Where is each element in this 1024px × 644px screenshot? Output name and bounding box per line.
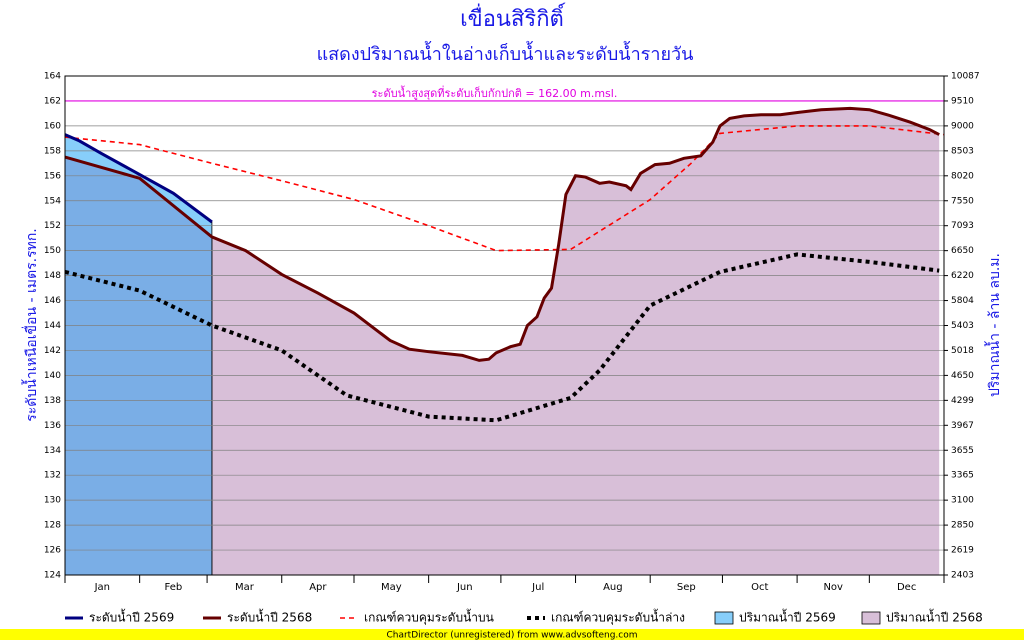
x-tick-label: Jun (456, 582, 473, 593)
y-tick-label: 148 (44, 271, 61, 281)
y2-tick-label: 5403 (951, 321, 974, 331)
y2-tick-label: 2403 (951, 571, 974, 581)
annotation: ระดับน้ำสูงสุดที่ระดับเก็บกักปกติ = 162.… (372, 85, 618, 100)
y2-tick-label: 10087 (951, 72, 980, 82)
y-tick-label: 144 (44, 321, 61, 331)
y-tick-label: 146 (44, 296, 61, 306)
y-tick-label: 140 (44, 371, 61, 381)
chart-title: เขื่อนสิริกิติ์ (460, 3, 566, 32)
y2-tick-label: 6220 (951, 271, 974, 281)
y-tick-label: 134 (44, 446, 61, 456)
legend-swatch (714, 611, 734, 625)
x-tick-label: Feb (165, 582, 183, 593)
y2-tick-label: 8503 (951, 146, 974, 156)
y2-tick-label: 8020 (951, 171, 974, 181)
x-tick-label: Dec (897, 582, 916, 593)
series-line (64, 133, 213, 224)
y-tick-label: 132 (44, 471, 61, 481)
y2-tick-label: 5804 (951, 296, 974, 306)
footer: ChartDirector (unregistered) from www.ad… (386, 631, 637, 641)
y-tick-label: 152 (44, 221, 61, 231)
y-tick-label: 164 (44, 72, 61, 82)
x-tick-label: Sep (677, 582, 696, 593)
x-tick-label: Apr (309, 582, 327, 593)
footer-bar (0, 629, 1024, 640)
legend-label: ปริมาณน้ำปี 2569 (739, 609, 836, 625)
y-tick-label: 136 (44, 421, 61, 431)
y2-tick-label: 7093 (951, 221, 974, 231)
area (65, 108, 940, 576)
legend-swatch (861, 611, 881, 625)
x-tick-label: Oct (751, 582, 768, 593)
y-tick-label: 124 (44, 571, 61, 581)
series-line (64, 125, 945, 252)
y2-tick-label: 3365 (951, 471, 974, 481)
legend-label: ระดับน้ำปี 2568 (227, 609, 312, 625)
y2-tick-label: 6650 (951, 246, 974, 256)
legend-label: ปริมาณน้ำปี 2568 (886, 609, 983, 625)
y-tick-label: 126 (44, 546, 61, 556)
y2-tick-label: 4650 (951, 371, 974, 381)
legend-label: ระดับน้ำปี 2569 (89, 609, 174, 625)
y2-tick-label: 5018 (951, 346, 974, 356)
chart-subtitle: แสดงปริมาณน้ำในอ่างเก็บน้ำและระดับน้ำราย… (317, 41, 694, 65)
y2-tick-label: 2619 (951, 546, 974, 556)
y-tick-label: 158 (44, 146, 61, 156)
x-tick-label: Jul (531, 582, 544, 593)
x-tick-label: Jan (94, 582, 110, 593)
y-tick-label: 156 (44, 171, 61, 181)
y2-tick-label: 3967 (951, 421, 974, 431)
y2-tick-label: 3655 (951, 446, 974, 456)
y-tick-label: 128 (44, 521, 61, 531)
x-tick-label: Mar (235, 582, 255, 593)
y-tick-label: 138 (44, 396, 61, 406)
series-line (64, 252, 940, 423)
y-tick-label: 160 (44, 121, 61, 131)
y2-axis-label: ปริมาณน้ำ - ล้าน ลบ.ม. (984, 253, 1003, 397)
y2-tick-label: 9510 (951, 96, 974, 106)
y2-tick-label: 3100 (951, 496, 974, 506)
y-axis-label: ระดับน้ำเหนือเขื่อน - เมตร.รทก. (21, 228, 40, 421)
y-tick-label: 162 (44, 96, 61, 106)
y2-tick-label: 2850 (951, 521, 974, 531)
y-tick-label: 130 (44, 496, 61, 506)
y-tick-label: 142 (44, 346, 61, 356)
series-line (64, 106, 940, 362)
y2-tick-label: 4299 (951, 396, 974, 406)
x-tick-label: Nov (823, 582, 843, 593)
x-tick-label: Aug (603, 582, 623, 593)
x-tick-label: May (381, 582, 402, 593)
legend-label: เกณฑ์ควบคุมระดับน้ำล่าง (551, 609, 685, 626)
y2-tick-label: 7550 (951, 196, 974, 206)
plot-border (64, 75, 945, 576)
y2-tick-label: 9000 (951, 121, 974, 131)
legend-label: เกณฑ์ควบคุมระดับน้ำบน (364, 609, 494, 626)
y-tick-label: 154 (44, 196, 61, 206)
y-tick-label: 150 (44, 246, 61, 256)
